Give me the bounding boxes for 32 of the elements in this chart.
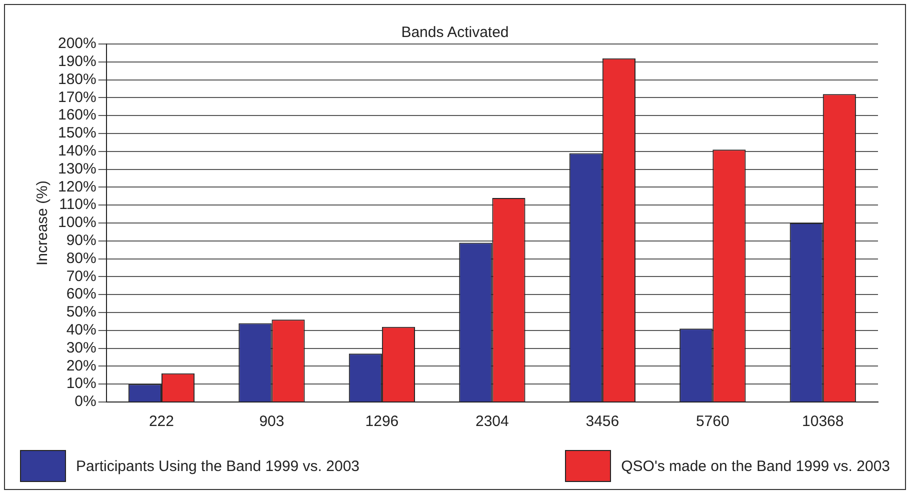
x-tick-label: 222 [148,413,174,430]
y-tick-label: 40% [66,322,96,339]
x-tick-label: 3456 [586,413,620,430]
y-tick-label: 110% [59,196,96,214]
y-tick-label: 190% [58,53,96,70]
y-axis-title: Increase (%) [34,180,52,266]
x-tick-label: 903 [259,413,284,430]
y-tick-label: 60% [66,286,96,303]
y-tick-label: 180% [58,70,96,88]
y-tick-label: 150% [58,124,96,142]
legend-label: QSO's made on the Band 1999 vs. 2003 [621,458,890,474]
y-tick-label: 0% [74,393,96,410]
y-tick-label: 10% [66,375,96,392]
x-tick-label: 10368 [802,413,844,430]
y-tick-label: 70% [66,268,96,285]
y-tick-label: 130% [58,160,96,178]
y-tick-label: 200% [58,35,96,52]
y-tick-label: 80% [66,250,96,267]
y-tick-label: 160% [58,106,96,124]
y-tick-label: 30% [66,339,96,356]
legend-label: Participants Using the Band 1999 vs. 2003 [76,458,360,474]
y-tick-label: 50% [66,304,96,321]
x-tick-label: 2304 [475,413,509,430]
y-tick-label: 140% [58,142,96,160]
x-tick-label: 1296 [365,413,399,430]
y-tick-label: 20% [66,357,96,374]
x-tick-label: 5760 [696,413,730,430]
y-tick-label: 170% [58,88,96,106]
y-tick-label: 120% [58,178,96,196]
chart-title: Bands Activated [401,24,509,41]
y-tick-label: 100% [58,214,96,232]
y-tick-label: 90% [66,232,96,250]
